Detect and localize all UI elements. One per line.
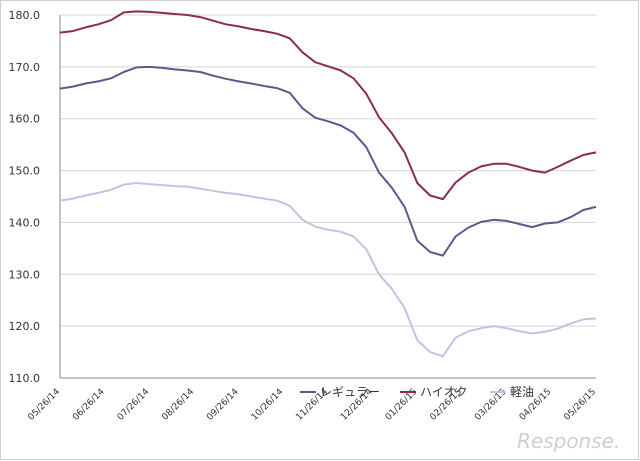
y-tick-label: 150.0 bbox=[9, 165, 41, 178]
y-tick-label: 180.0 bbox=[9, 9, 41, 22]
x-tick-label: 05/26/15 bbox=[562, 387, 598, 423]
y-tick-label: 130.0 bbox=[9, 268, 41, 281]
x-tick-label: 07/26/14 bbox=[116, 387, 152, 423]
x-tick-label: 09/26/14 bbox=[205, 387, 241, 423]
grid-lines bbox=[59, 14, 596, 379]
y-tick-label: 160.0 bbox=[9, 113, 41, 126]
series-line-0 bbox=[59, 65, 597, 257]
legend-label: レギュラー bbox=[320, 385, 380, 399]
y-axis: 110.0 120.0 130.0 140.0 150.0 160.0 170.0 180.0 bbox=[9, 9, 41, 385]
series-lines bbox=[59, 10, 597, 358]
x-tick-label: 05/26/14 bbox=[26, 387, 62, 423]
x-tick-label: 08/26/14 bbox=[160, 387, 196, 423]
series-line-2 bbox=[59, 182, 597, 358]
legend-label: 軽油 bbox=[510, 385, 534, 399]
y-tick-label: 170.0 bbox=[9, 61, 41, 74]
x-tick-label: 10/26/14 bbox=[250, 387, 286, 423]
legend-label: ハイオク bbox=[420, 385, 468, 399]
series-line-1 bbox=[59, 10, 597, 201]
y-tick-label: 140.0 bbox=[9, 216, 41, 229]
watermark-logo: Response. bbox=[517, 429, 620, 453]
y-tick-label: 110.0 bbox=[9, 372, 41, 385]
legend: レギュラー ハイオク 軽油 bbox=[300, 385, 534, 399]
x-tick-label: 06/26/14 bbox=[71, 387, 107, 423]
y-tick-label: 120.0 bbox=[9, 320, 41, 333]
